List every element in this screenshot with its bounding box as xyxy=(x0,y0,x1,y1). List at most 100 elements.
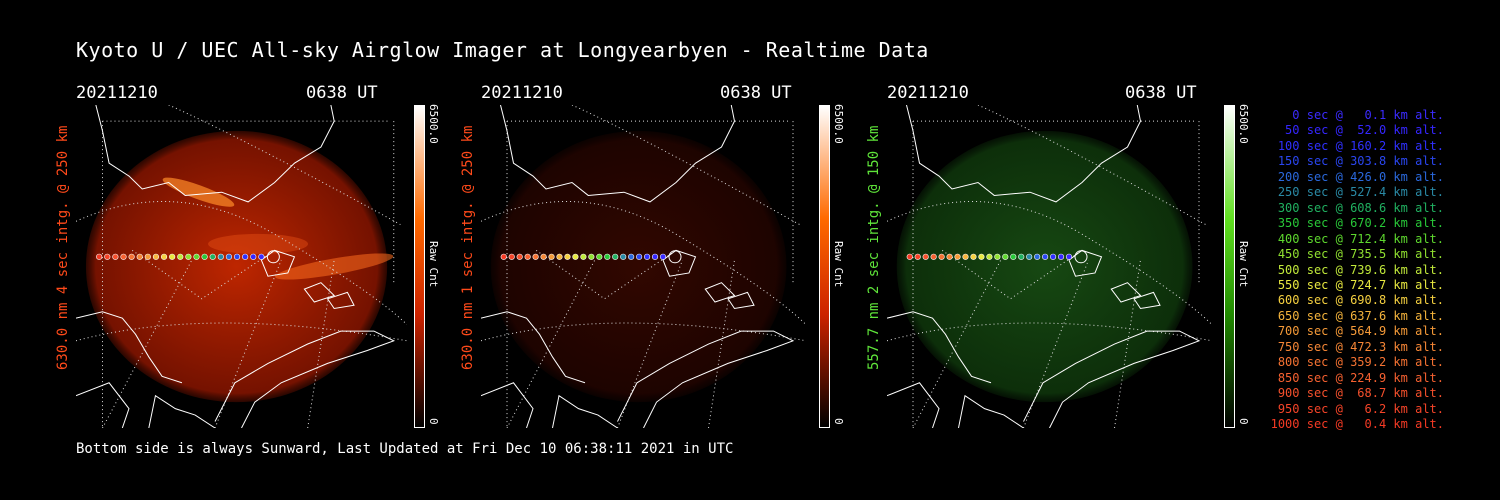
trajectory-point xyxy=(112,253,119,260)
trajectory-point xyxy=(1049,253,1057,260)
trajectory-point xyxy=(986,253,993,260)
trajectory-point xyxy=(217,253,224,260)
trajectory-point xyxy=(970,253,977,260)
legend-entry: 250 sec @ 527.4 km alt. xyxy=(1277,185,1444,200)
trajectory-point xyxy=(136,253,143,260)
trajectory-point xyxy=(651,253,659,260)
trajectory-point xyxy=(906,253,913,260)
allsky-image xyxy=(85,130,388,403)
trajectory-point xyxy=(938,253,945,260)
legend-entry: 450 sec @ 735.5 km alt. xyxy=(1277,247,1444,262)
trajectory-point xyxy=(250,253,257,260)
trajectory-point xyxy=(659,253,667,260)
trajectory xyxy=(906,250,1088,264)
legend-entry: 600 sec @ 690.8 km alt. xyxy=(1277,293,1444,308)
legend-entry: 750 sec @ 472.3 km alt. xyxy=(1277,339,1444,354)
legend-entry: 150 sec @ 303.8 km alt. xyxy=(1277,154,1444,169)
trajectory-point xyxy=(946,253,953,260)
map-grid xyxy=(76,105,407,428)
trajectory-point xyxy=(604,253,611,260)
trajectory-point xyxy=(225,253,233,260)
trajectory-point xyxy=(1042,253,1049,260)
trajectory-point xyxy=(144,253,151,260)
panel-1-colorbar-max: 6500.0 xyxy=(427,104,440,144)
legend-entry: 50 sec @ 52.0 km alt. xyxy=(1285,123,1444,138)
trajectory-point xyxy=(914,253,921,260)
panel-1-time: 0638 UT xyxy=(306,83,378,103)
panel-2-colorbar-max: 6500.0 xyxy=(832,104,845,144)
panel-3-colorbar xyxy=(1224,105,1235,428)
trajectory-point xyxy=(128,253,135,260)
panel-3-channel-label: 557.7 nm 2 sec intg. @ 150 km xyxy=(866,125,882,370)
trajectory-point xyxy=(556,253,563,260)
trajectory-point xyxy=(209,253,216,260)
trajectory-point xyxy=(962,253,969,260)
trajectory-point xyxy=(930,253,937,260)
trajectory-point xyxy=(160,253,168,260)
panel-3-date: 20211210 xyxy=(887,83,969,103)
panel-2-date: 20211210 xyxy=(481,83,563,103)
panel-2-channel-label: 630.0 nm 1 sec intg. @ 250 km xyxy=(460,125,476,370)
panel-2-colorbar-unit: Raw Cnt xyxy=(832,241,845,288)
map-grid xyxy=(887,105,1212,428)
page-title: Kyoto U / UEC All-sky Airglow Imager at … xyxy=(76,38,929,62)
station-marker xyxy=(668,250,682,264)
station-marker xyxy=(1074,250,1088,264)
legend-entry: 950 sec @ 6.2 km alt. xyxy=(1277,401,1444,416)
panel-1-channel-label: 630.0 nm 4 sec intg. @ 250 km xyxy=(55,125,71,370)
trajectory-point xyxy=(201,253,208,260)
legend-entry: 1000 sec @ 0.4 km alt. xyxy=(1270,417,1444,432)
legend-entry: 200 sec @ 426.0 km alt. xyxy=(1277,169,1444,184)
trajectory-point xyxy=(104,253,111,260)
station-marker xyxy=(266,250,280,264)
legend-entry: 100 sec @ 160.2 km alt. xyxy=(1277,138,1444,153)
trajectory-point xyxy=(572,253,579,260)
trajectory-point xyxy=(96,253,103,260)
trajectory-point xyxy=(636,253,643,260)
panel-1-colorbar-unit: Raw Cnt xyxy=(427,241,440,288)
trajectory-point xyxy=(516,253,523,260)
legend-entry: 400 sec @ 712.4 km alt. xyxy=(1277,231,1444,246)
panel-3-colorbar-max: 6500.0 xyxy=(1237,104,1250,144)
allsky-image xyxy=(896,130,1193,403)
panel-3-image xyxy=(887,105,1212,428)
coastline xyxy=(887,105,1201,428)
allsky-image xyxy=(490,130,787,403)
trajectory-point xyxy=(193,253,200,260)
trajectory-point xyxy=(500,253,507,260)
trajectory-point xyxy=(540,253,547,260)
footer-status: Bottom side is always Sunward, Last Upda… xyxy=(76,441,734,457)
trajectory-point xyxy=(588,253,595,260)
trajectory-point xyxy=(596,253,603,260)
panel-1-date: 20211210 xyxy=(76,83,158,103)
legend-entry: 850 sec @ 224.9 km alt. xyxy=(1277,370,1444,385)
legend-entry: 800 sec @ 359.2 km alt. xyxy=(1277,355,1444,370)
trajectory-point xyxy=(120,253,127,260)
panel-1-image xyxy=(76,105,407,428)
trajectory-point xyxy=(258,253,265,260)
trajectory-point xyxy=(548,253,555,260)
panel-2-image xyxy=(481,105,806,428)
legend-entry: 500 sec @ 739.6 km alt. xyxy=(1277,262,1444,277)
coastline xyxy=(481,105,795,428)
trajectory-point xyxy=(978,253,985,260)
trajectory-point xyxy=(169,253,176,260)
trajectory-point xyxy=(152,253,160,260)
map-grid xyxy=(481,105,806,428)
trajectory-point xyxy=(580,253,587,260)
trajectory-point xyxy=(1018,253,1025,260)
aurora-streak xyxy=(208,233,309,254)
trajectory-point xyxy=(524,253,531,260)
trajectory-point xyxy=(1034,253,1041,260)
trajectory-point xyxy=(177,253,184,260)
trajectory-point xyxy=(620,253,627,260)
coastline xyxy=(76,105,396,428)
trajectory-point xyxy=(922,253,929,260)
trajectory-point xyxy=(994,253,1001,260)
trajectory-point xyxy=(1002,253,1009,260)
aurora-streak xyxy=(275,253,394,280)
trajectory-point xyxy=(508,253,515,260)
panel-2-colorbar-min: 0 xyxy=(832,418,845,425)
trajectory-point xyxy=(242,253,249,260)
legend-entry: 0 sec @ 0.1 km alt. xyxy=(1292,108,1444,122)
